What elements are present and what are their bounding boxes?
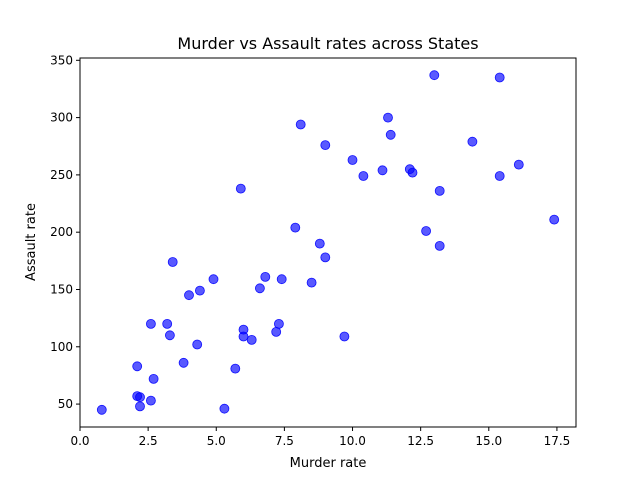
y-tick-label: 100 [50, 340, 73, 354]
y-tick-label: 350 [50, 53, 73, 67]
data-point [549, 214, 560, 225]
data-point [358, 171, 369, 181]
data-point [167, 257, 178, 267]
data-point [184, 290, 194, 301]
data-point [314, 238, 325, 249]
y-tick-label: 150 [50, 282, 73, 296]
data-point [383, 112, 393, 123]
data-point [407, 167, 418, 178]
data-point [494, 72, 505, 83]
data-point [273, 318, 284, 329]
data-point [194, 285, 205, 296]
x-tick-label: 12.5 [407, 434, 434, 448]
data-point [421, 226, 432, 236]
data-point [513, 159, 524, 170]
data-point [429, 70, 440, 81]
y-tick-label: 50 [58, 397, 73, 411]
data-point [467, 136, 478, 147]
x-tick-label: 15.0 [475, 434, 502, 448]
data-point [219, 403, 230, 414]
x-tick-label: 7.5 [275, 434, 294, 448]
data-point [145, 395, 156, 406]
data-point [385, 129, 396, 140]
plot-frame [79, 57, 577, 428]
data-point [135, 401, 145, 412]
data-point [96, 404, 107, 415]
data-point [320, 140, 331, 151]
data-point [339, 331, 350, 342]
data-point [377, 165, 388, 176]
data-point [230, 363, 241, 374]
chart-title: Murder vs Assault rates across States [177, 34, 478, 53]
data-point [238, 331, 249, 342]
x-axis-label: Murder rate [290, 456, 367, 471]
data-point [347, 155, 358, 165]
data-point [246, 334, 257, 345]
data-point [254, 283, 265, 294]
data-point [192, 339, 203, 350]
x-tick-label: 2.5 [139, 434, 158, 448]
x-tick-label: 10.0 [339, 434, 366, 448]
y-tick-label: 200 [50, 225, 73, 239]
data-point [434, 240, 445, 251]
data-point [162, 318, 173, 329]
data-point [148, 373, 159, 384]
data-point [235, 183, 246, 194]
data-point [208, 274, 219, 285]
y-tick-label: 250 [50, 168, 73, 182]
y-axis-label: Assault rate [24, 203, 39, 281]
data-point [178, 357, 189, 368]
data-point [260, 271, 271, 282]
points-layer [96, 70, 560, 415]
data-point [290, 222, 301, 233]
x-axis: 0.0 2.5 5.0 7.5 10.0 12.5 15.0 17.5 [70, 427, 570, 448]
data-point [132, 391, 143, 402]
x-tick-label: 0.0 [70, 434, 89, 448]
data-point [132, 361, 143, 372]
data-point [434, 185, 445, 196]
x-tick-label: 17.5 [544, 434, 571, 448]
data-point [306, 277, 317, 288]
data-point [320, 252, 331, 263]
data-point [164, 330, 175, 341]
data-point [145, 318, 156, 329]
y-tick-label: 300 [50, 111, 73, 125]
data-point [295, 119, 306, 130]
data-point [494, 171, 505, 181]
x-tick-label: 5.0 [207, 434, 226, 448]
y-axis: 50 100 150 200 250 300 350 [50, 53, 80, 411]
data-point [276, 274, 287, 285]
